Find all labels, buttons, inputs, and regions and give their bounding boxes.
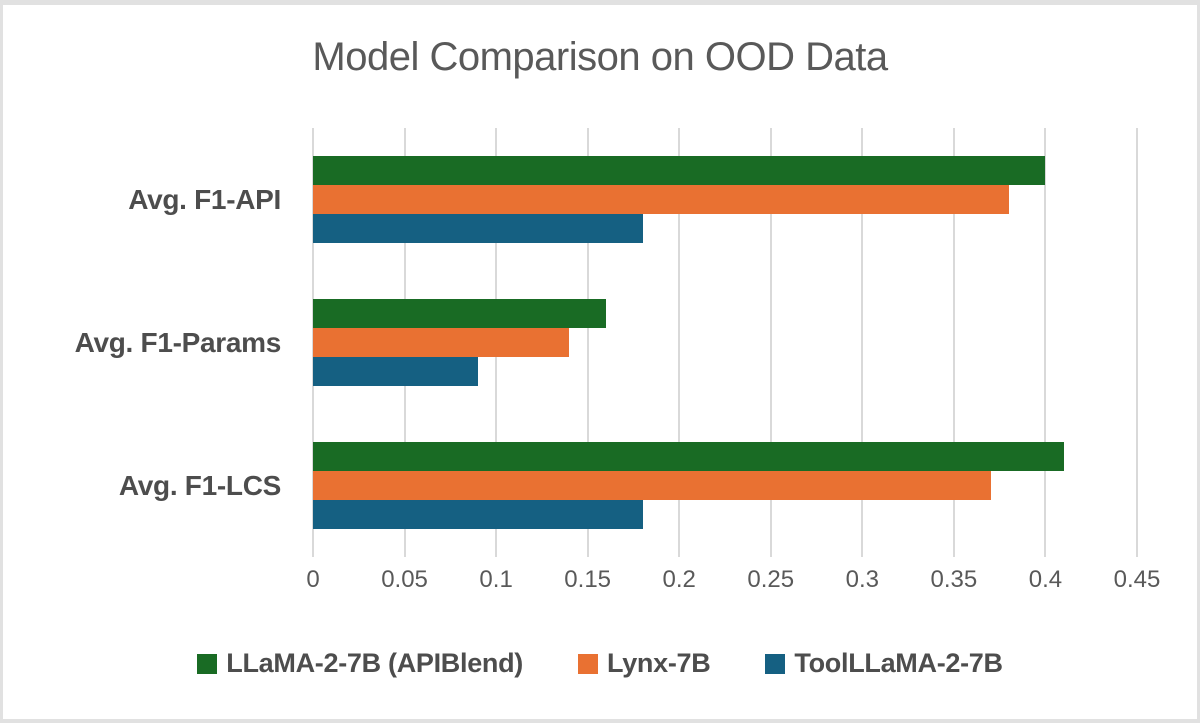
x-axis-tick-label: 0.45 <box>1113 566 1161 593</box>
x-axis-tick-label: 0.3 <box>845 566 880 593</box>
legend-label: LLaMA-2-7B (APIBlend) <box>226 648 523 678</box>
gridline <box>586 128 589 557</box>
bar <box>313 327 570 358</box>
gridline <box>1136 128 1138 557</box>
x-axis-tick-label: 0.05 <box>381 566 428 593</box>
legend-item: Lynx-7B <box>578 648 711 679</box>
legend: LLaMA-2-7B (APIBlend) Lynx-7B ToolLLaMA-2-… <box>3 648 1197 679</box>
x-axis-tick-label: 0.15 <box>564 566 612 593</box>
x-axis-tick-label: 0.35 <box>930 566 978 593</box>
chart-title: Model Comparison on OOD Data <box>312 35 888 79</box>
bar <box>313 441 1064 471</box>
gridline <box>678 128 681 557</box>
legend-item: ToolLLaMA-2-7B <box>765 648 1003 679</box>
legend-label: ToolLLaMA-2-7B <box>794 648 1003 678</box>
legend-label: Lynx-7B <box>607 648 711 678</box>
x-axis-tick-label: 0.25 <box>747 566 795 593</box>
legend-swatch-icon <box>765 653 786 674</box>
bar-group <box>313 414 1137 557</box>
value-axis: 0 0.05 0.1 0.15 0.2 0.25 0.3 0.35 0.4 0.45 <box>306 566 1160 596</box>
gridline <box>952 128 955 557</box>
category-axis: Avg. F1-API Avg. F1-Params Avg. F1-LCS <box>3 128 282 557</box>
x-axis-tick-label: 0.1 <box>479 566 513 593</box>
bar <box>313 500 643 530</box>
gridline <box>769 128 772 557</box>
bar <box>313 184 1009 215</box>
gridline <box>1044 128 1047 557</box>
legend-swatch-icon <box>197 653 218 674</box>
bar-group <box>313 271 1137 414</box>
legend-swatch-icon <box>578 653 598 674</box>
x-axis-tick-label: 0 <box>306 566 320 593</box>
bar-group <box>313 128 1137 271</box>
gridline <box>861 128 864 557</box>
legend-item: LLaMA-2-7B (APIBlend) <box>197 648 523 679</box>
plot-area <box>312 128 1138 557</box>
bar <box>313 155 1046 185</box>
bar <box>313 298 606 328</box>
category-label: Avg. F1-Params <box>74 326 282 358</box>
bar <box>313 470 991 501</box>
bar <box>313 357 478 387</box>
bar <box>313 214 643 244</box>
category-label: Avg. F1-LCS <box>118 469 281 501</box>
x-axis-tick-label: 0.4 <box>1028 566 1063 593</box>
category-label: Avg. F1-API <box>128 183 281 215</box>
x-axis-tick-label: 0.2 <box>662 566 696 593</box>
